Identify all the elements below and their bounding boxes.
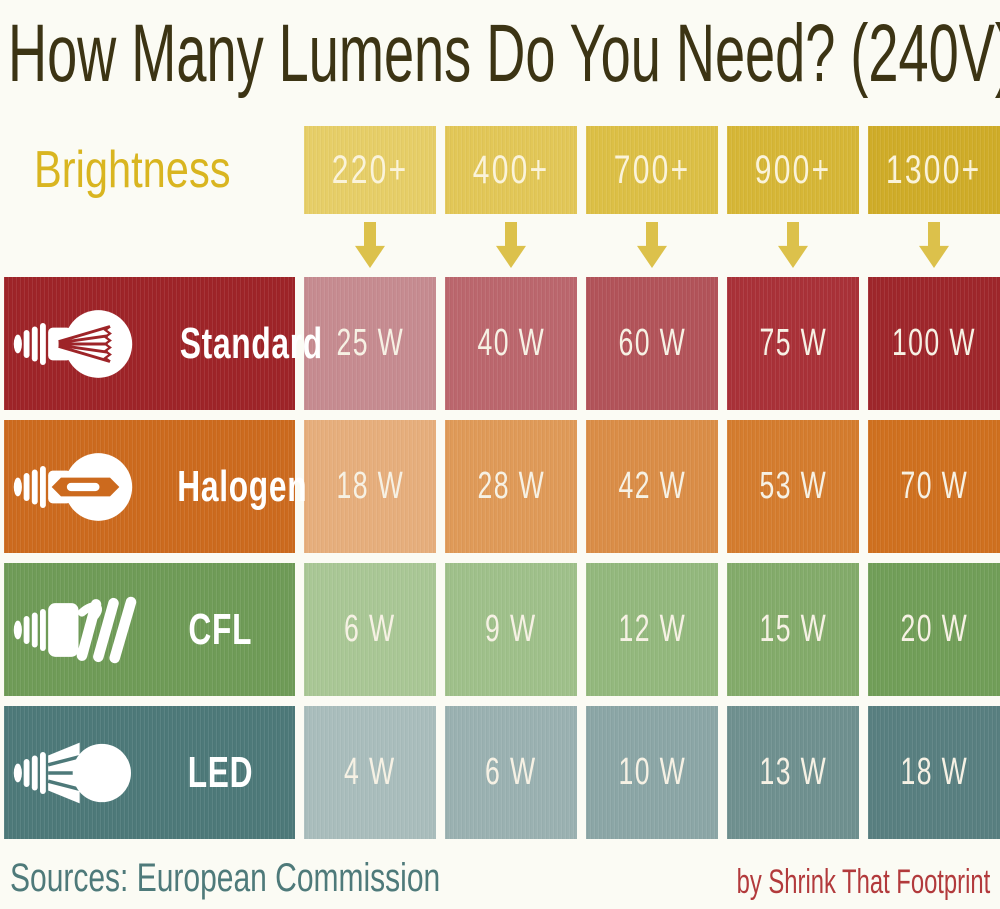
lumen-box-1300: 1300+	[868, 126, 1000, 214]
brightness-header-row: Brightness 220+ 400+ 700+ 900+ 1300+	[4, 126, 1000, 214]
down-arrow-icon	[919, 222, 949, 268]
lumen-box-700: 700+	[586, 126, 718, 214]
page-title-text: How Many Lumens Do You Need? (240V)	[8, 8, 1000, 99]
down-arrow-icon	[778, 222, 808, 268]
cell-led-1300: 18 W	[868, 706, 1000, 839]
incandescent-bulb-icon	[13, 309, 133, 378]
cell-cfl-1300: 20 W	[868, 563, 1000, 696]
cell-led-700: 10 W	[586, 706, 718, 839]
cell-halogen-400: 28 W	[445, 420, 577, 553]
cell-cfl-220: 6 W	[304, 563, 436, 696]
brightness-label: Brightness	[34, 141, 231, 199]
footer: Sources: European Commission by Shrink T…	[0, 852, 1000, 908]
row-name: LED	[187, 747, 254, 797]
cell-cfl-400: 9 W	[445, 563, 577, 696]
row-label-halogen: Halogen	[4, 420, 307, 553]
cell-standard-900: 75 W	[727, 277, 859, 410]
lumen-box-400: 400+	[445, 126, 577, 214]
cell-standard-220: 25 W	[304, 277, 436, 410]
row-label-standard: Standard	[4, 277, 322, 410]
halogen-bulb-icon	[13, 452, 133, 521]
row-label-led: LED	[4, 706, 295, 839]
cell-standard-700: 60 W	[586, 277, 718, 410]
page-title: How Many Lumens Do You Need? (240V)	[8, 6, 1000, 102]
cfl-bulb-icon	[13, 596, 137, 663]
credit-text: by Shrink That Footprint	[736, 863, 990, 901]
arrow-row	[4, 222, 1000, 268]
wattage-table: Standard 25 W 40 W 60 W 75 W 100 W Halog…	[4, 277, 1000, 839]
row-name: Halogen	[177, 461, 308, 511]
lumen-box-900: 900+	[727, 126, 859, 214]
cell-standard-1300: 100 W	[868, 277, 1000, 410]
down-arrow-icon	[637, 222, 667, 268]
cell-led-220: 4 W	[304, 706, 436, 839]
cell-halogen-900: 53 W	[727, 420, 859, 553]
cell-halogen-700: 42 W	[586, 420, 718, 553]
row-label-cfl: CFL	[4, 563, 295, 696]
sources-text: Sources: European Commission	[10, 856, 441, 900]
cell-led-400: 6 W	[445, 706, 577, 839]
cell-cfl-700: 12 W	[586, 563, 718, 696]
lumen-box-220: 220+	[304, 126, 436, 214]
down-arrow-icon	[355, 222, 385, 268]
row-name: Standard	[179, 318, 323, 368]
cell-standard-400: 40 W	[445, 277, 577, 410]
cell-halogen-220: 18 W	[304, 420, 436, 553]
cell-cfl-900: 15 W	[727, 563, 859, 696]
cell-led-900: 13 W	[727, 706, 859, 839]
cell-halogen-1300: 70 W	[868, 420, 1000, 553]
led-bulb-icon	[13, 742, 131, 803]
down-arrow-icon	[496, 222, 526, 268]
row-name: CFL	[188, 604, 253, 654]
